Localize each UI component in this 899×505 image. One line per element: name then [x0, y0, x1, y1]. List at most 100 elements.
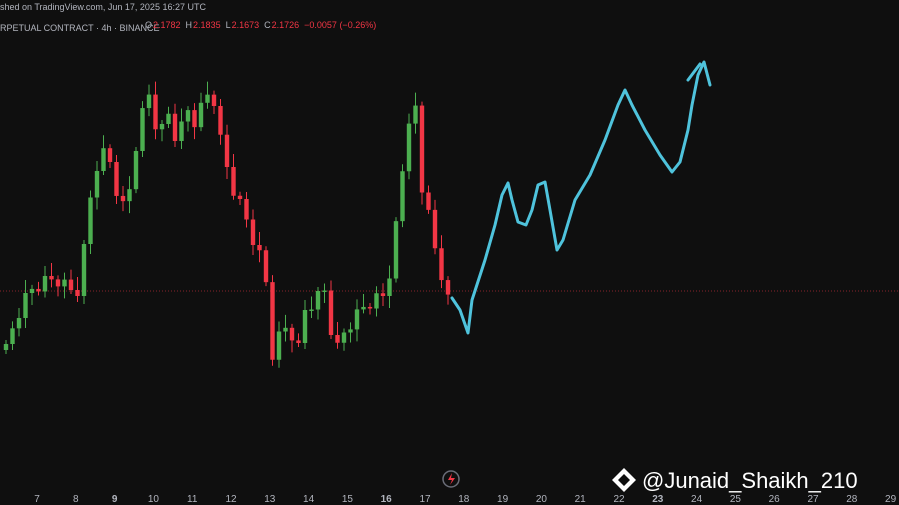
- x-axis-label: 17: [419, 494, 431, 505]
- candle-body: [172, 113, 178, 141]
- watermark: @Junaid_Shaikh_210: [612, 468, 858, 493]
- candle-body: [42, 276, 48, 292]
- candle-body: [237, 195, 243, 199]
- x-axis-label: 7: [34, 494, 40, 505]
- x-axis-label: 9: [112, 494, 118, 505]
- candle-body: [140, 108, 145, 151]
- candle-body: [3, 344, 9, 350]
- x-axis-label: 10: [148, 494, 160, 505]
- candle-body: [263, 250, 269, 283]
- candle-body: [283, 327, 288, 332]
- x-axis-label: 29: [885, 494, 897, 505]
- candle-body: [315, 291, 321, 310]
- candle-body: [23, 293, 28, 318]
- candle-body: [406, 123, 412, 172]
- ohlc-change: −0.0057 (−0.26%): [304, 20, 376, 30]
- candle-body: [276, 331, 282, 360]
- candle-body: [361, 306, 366, 310]
- ohlc-value: 2.1782: [153, 20, 181, 30]
- candle-body: [445, 280, 451, 295]
- candle-body: [231, 167, 236, 196]
- candle-body: [205, 94, 210, 103]
- candle-body: [380, 293, 386, 296]
- candle-body: [419, 105, 425, 193]
- candle-body: [198, 102, 204, 128]
- candle-body: [374, 293, 379, 309]
- drawn-projection: [450, 60, 712, 335]
- candle-body: [81, 244, 87, 296]
- candle-body: [153, 94, 158, 130]
- logo-ring[interactable]: [442, 470, 460, 488]
- x-axis-label: 24: [691, 494, 703, 505]
- candle-body: [16, 318, 22, 329]
- x-axis-label: 12: [225, 494, 237, 505]
- watermark-text: @Junaid_Shaikh_210: [642, 468, 858, 493]
- tv-logo[interactable]: [442, 470, 460, 488]
- candle-body: [302, 310, 308, 343]
- x-axis-label: 19: [497, 494, 509, 505]
- candle-body: [107, 148, 113, 162]
- x-axis-label: 26: [769, 494, 781, 505]
- candle-body: [55, 279, 61, 287]
- candle-body: [309, 309, 314, 311]
- candle-body: [101, 148, 106, 171]
- candle-body: [29, 288, 35, 293]
- x-axis: 7 8 9 10 11 12 13 14 15 16 17 18 19 20 21 22 23 24 25 26 27 2…: [34, 494, 896, 505]
- candle-body: [289, 327, 295, 341]
- candle-body: [88, 197, 93, 244]
- candle-body: [166, 113, 171, 124]
- candle-body: [322, 290, 327, 292]
- candle-body: [185, 110, 191, 122]
- x-axis-label: 11: [187, 494, 198, 505]
- candle-body: [62, 279, 67, 287]
- x-axis-label: 21: [575, 494, 587, 505]
- candle-body: [367, 306, 373, 309]
- x-axis-label: 18: [458, 494, 470, 505]
- candle-body: [49, 276, 54, 280]
- candle-body: [439, 248, 444, 281]
- candle-body: [348, 329, 353, 333]
- candle-body: [426, 192, 431, 210]
- x-axis-label: 25: [730, 494, 742, 505]
- candle-body: [413, 105, 418, 124]
- symbol-info: RPETUAL CONTRACT · 4h · BINANCE: [0, 23, 160, 33]
- ohlc-key: O: [145, 20, 152, 30]
- candle-body: [120, 195, 126, 202]
- candle-body: [75, 290, 80, 296]
- candle-body: [192, 110, 197, 128]
- candle-body: [224, 134, 230, 167]
- candle-body: [393, 221, 399, 279]
- x-axis-label: 28: [846, 494, 858, 505]
- candle-body: [10, 328, 15, 344]
- x-axis-label: 22: [613, 494, 625, 505]
- candle-body: [211, 94, 217, 106]
- candle-body: [94, 171, 100, 198]
- ohlc-value: 2.1673: [232, 20, 260, 30]
- candle-body: [146, 94, 152, 109]
- watermark-icon: [612, 468, 636, 492]
- candle-body: [335, 335, 340, 343]
- x-axis-label: 16: [381, 494, 393, 505]
- candle-body: [179, 121, 184, 141]
- candle-body: [354, 309, 360, 330]
- logo-bolt[interactable]: [448, 473, 455, 485]
- x-axis-label: 23: [652, 494, 664, 505]
- ohlc-value: 2.1835: [193, 20, 221, 30]
- x-axis-label: 27: [807, 494, 819, 505]
- ohlc-legend: O 2.1782 H 2.1835 L 2.1673 C 2.1726 −0.0057 (−0.…: [145, 20, 376, 30]
- candle-body: [341, 332, 347, 343]
- candle-body: [159, 124, 165, 130]
- candle-body: [400, 171, 405, 222]
- candle-body: [133, 151, 139, 190]
- candle-body: [127, 189, 132, 202]
- candle-body: [270, 282, 275, 360]
- candle-body: [244, 199, 249, 220]
- candle-body: [257, 245, 262, 251]
- candle-body: [296, 340, 301, 343]
- header-bar: [0, 0, 899, 20]
- candle-body: [250, 219, 256, 245]
- ohlc-key: L: [226, 20, 231, 30]
- candle-body: [218, 106, 223, 135]
